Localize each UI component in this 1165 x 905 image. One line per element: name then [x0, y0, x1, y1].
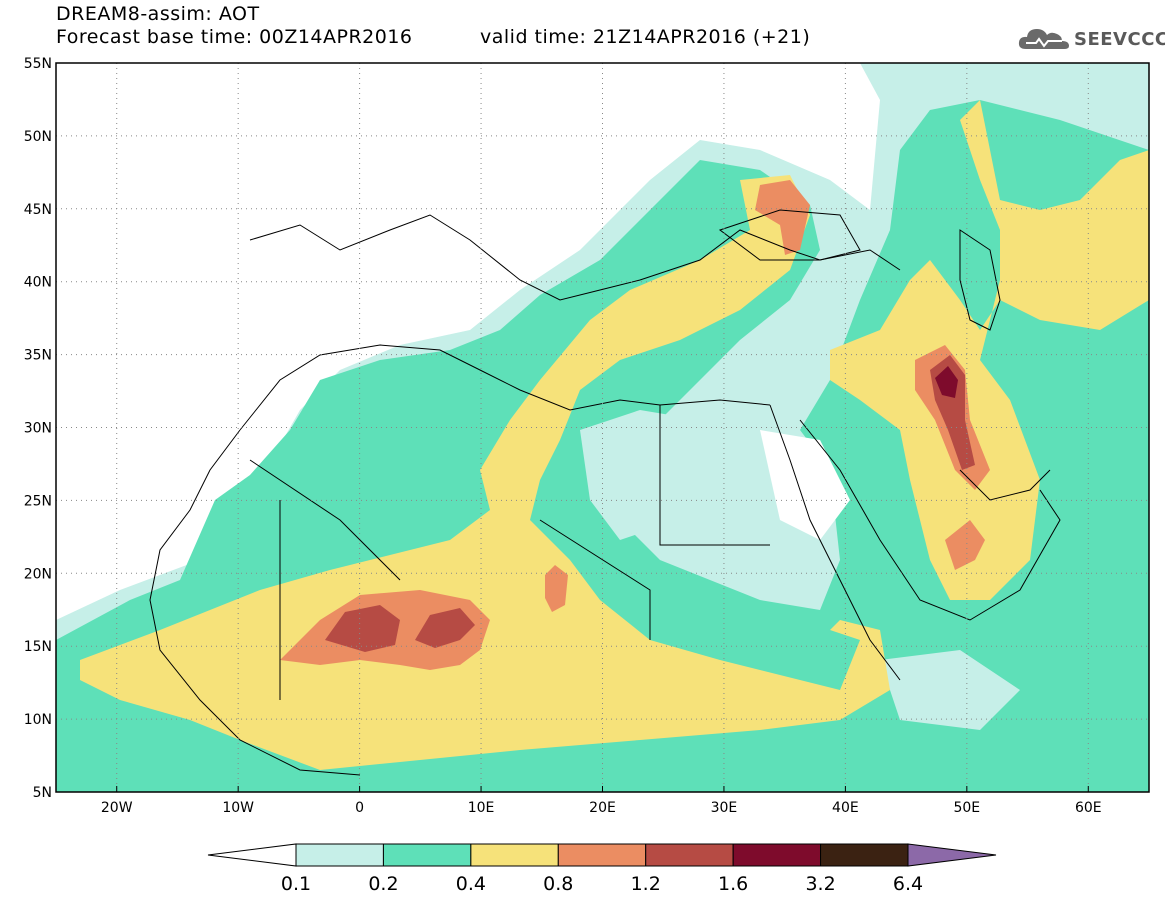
aot-band-0.8-c — [755, 180, 810, 255]
africa-west-coast — [149, 429, 361, 776]
colorbar-segment — [557, 843, 647, 867]
lon-label: 20W — [101, 800, 133, 816]
lon-label: 50E — [953, 800, 980, 816]
aot-band-0.8-e — [945, 520, 985, 570]
aot-band-1.2 — [325, 605, 400, 652]
colorbar-label: 0.4 — [456, 873, 486, 895]
lon-label: 10W — [222, 800, 254, 816]
colorbar-label: 0.1 — [281, 873, 311, 895]
colorbar-segment — [295, 843, 384, 867]
colorbar-label: 6.4 — [893, 873, 923, 895]
colorbar-low-arrow — [207, 843, 297, 867]
coastlines — [149, 209, 1061, 776]
lon-label: 20E — [589, 800, 616, 816]
gulf-coast — [959, 469, 1051, 501]
lon-label: 0 — [355, 800, 364, 816]
aot-band-0.4 — [80, 175, 890, 770]
aot-band-0.4-east — [830, 100, 1149, 600]
product-title: DREAM8-assim: AOT — [56, 3, 260, 25]
colorbar-segment — [732, 843, 822, 867]
longitude-labels: 20W 10W 0 10E 20E 30E 40E 50E 60E — [101, 786, 1102, 816]
lon-label: 60E — [1075, 800, 1102, 816]
colorbar-label: 1.6 — [718, 873, 748, 895]
latitude-labels: 55N 50N 45N 40N 35N 30N 25N 20N 15N 10N 5N — [24, 56, 52, 801]
colorbar-segment — [820, 843, 909, 867]
lat-label: 15N — [24, 639, 52, 655]
lat-label: 45N — [24, 202, 52, 218]
colorbar-high-arrow — [907, 843, 997, 867]
lon-label: 10E — [468, 800, 495, 816]
colorbar: 0.1 0.2 0.4 0.8 1.2 1.6 3.2 6.4 — [207, 843, 997, 895]
cloud-icon — [1018, 29, 1069, 49]
lat-label: 10N — [24, 712, 52, 728]
logo-text: SEEVCCC — [1074, 28, 1165, 50]
arabia-coast — [799, 419, 1061, 621]
lon-label: 30E — [711, 800, 738, 816]
colorbar-label: 0.8 — [543, 873, 573, 895]
lon-label: 40E — [832, 800, 859, 816]
colorbar-segment — [382, 843, 472, 867]
europe-coast — [249, 214, 901, 301]
aot-band-1.6 — [935, 366, 958, 398]
lat-label: 25N — [24, 493, 52, 509]
aot-field — [56, 63, 1149, 792]
lat-label: 35N — [24, 348, 52, 364]
lat-label: 5N — [33, 785, 52, 801]
aot-band-0.8-b — [545, 565, 568, 612]
border-1 — [659, 405, 770, 546]
colorbar-label: 3.2 — [805, 873, 835, 895]
med-south-coast — [239, 344, 771, 431]
lat-label: 40N — [24, 275, 52, 291]
colorbar-segment — [645, 843, 734, 867]
colorbar-label: 1.2 — [631, 873, 661, 895]
border-2 — [539, 519, 651, 640]
border-3 — [249, 459, 401, 581]
caspian — [959, 229, 1001, 331]
lat-label: 55N — [24, 56, 52, 72]
aot-patch-light-3 — [880, 650, 1020, 730]
base-time: Forecast base time: 00Z14APR2016 — [56, 26, 413, 48]
colorbar-segment — [470, 843, 559, 867]
aot-band-1.2-b — [415, 608, 475, 648]
lat-label: 50N — [24, 129, 52, 145]
seevccc-logo: SEEVCCC — [1018, 24, 1165, 54]
lat-label: 20N — [24, 566, 52, 582]
aot-patch-light-2 — [760, 430, 850, 540]
black-sea — [718, 209, 861, 261]
valid-time: valid time: 21Z14APR2016 (+21) — [480, 26, 811, 48]
aot-patch-light-1 — [580, 410, 720, 540]
graticule — [56, 63, 1149, 792]
colorbar-label: 0.2 — [368, 873, 398, 895]
red-sea-coast — [769, 404, 901, 681]
lat-label: 30N — [24, 421, 52, 437]
